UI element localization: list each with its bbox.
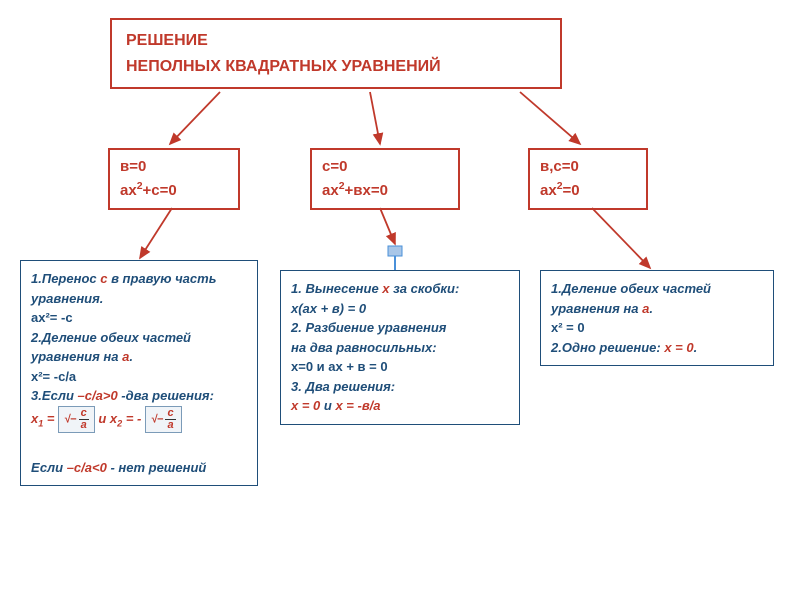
d3-s1: 1.Деление обеих частей уравнения на а. [551, 279, 763, 318]
d1-sol: х1 = √−са и х2 = - √−са [31, 406, 247, 438]
case2-cond: с=0 [322, 156, 448, 179]
d2-s6: 3. Два решения: [291, 377, 509, 397]
title-box: РЕШЕНИЕ НЕПОЛНЫХ КВАДРАТНЫХ УРАВНЕНИЙ [110, 18, 562, 89]
case2-eq: ах2+вх=0 [322, 179, 448, 203]
case1-cond: в=0 [120, 156, 228, 179]
d2-s5: х=0 и ах + в = 0 [291, 357, 509, 377]
title-line1: РЕШЕНИЕ [126, 28, 546, 54]
d1-step3: 3.Если –с/а>0 -два решения: [31, 386, 247, 406]
case3-cond: в,с=0 [540, 156, 636, 179]
d1-eq1: ах²= -с [31, 308, 247, 328]
d1-step2: 2.Деление обеих частей уравнения на а. [31, 328, 247, 367]
case-box-1: в=0 ах2+с=0 [108, 148, 240, 210]
d2-s2: х(ах + в) = 0 [291, 299, 509, 319]
case3-eq: ах2=0 [540, 179, 636, 203]
d1-eq2: х²= -с/а [31, 367, 247, 387]
d1-step1: 1.Перенос с в правую часть уравнения. [31, 269, 247, 308]
sqrt-icon: √−са [145, 406, 182, 433]
detail-box-1: 1.Перенос с в правую часть уравнения. ах… [20, 260, 258, 486]
case1-eq: ах2+с=0 [120, 179, 228, 203]
detail-box-2: 1. Вынесение х за скобки: х(ах + в) = 0 … [280, 270, 520, 425]
d3-s2: х² = 0 [551, 318, 763, 338]
d2-s4: на два равносильных: [291, 338, 509, 358]
d2-s7: х = 0 и х = -в/а [291, 396, 509, 416]
detail-box-3: 1.Деление обеих частей уравнения на а. х… [540, 270, 774, 366]
d1-nosol: Если –с/а<0 - нет решений [31, 458, 247, 478]
d2-s3: 2. Разбиение уравнения [291, 318, 509, 338]
d3-s3: 2.Одно решение: х = 0. [551, 338, 763, 358]
sqrt-icon: √−са [58, 406, 95, 433]
d2-s1: 1. Вынесение х за скобки: [291, 279, 509, 299]
case-box-3: в,с=0 ах2=0 [528, 148, 648, 210]
title-line2: НЕПОЛНЫХ КВАДРАТНЫХ УРАВНЕНИЙ [126, 54, 546, 80]
case-box-2: с=0 ах2+вх=0 [310, 148, 460, 210]
